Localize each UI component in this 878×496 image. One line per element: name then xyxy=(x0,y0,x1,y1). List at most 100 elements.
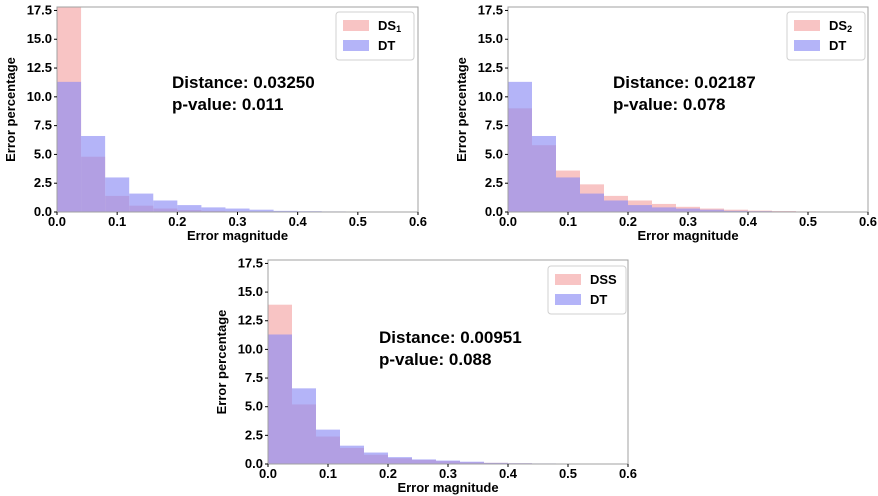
bar xyxy=(436,460,460,464)
bar xyxy=(604,200,628,212)
bar xyxy=(652,207,676,212)
x-tick-label: 0.6 xyxy=(409,214,427,229)
x-tick-label: 0.4 xyxy=(739,214,758,229)
bar xyxy=(273,210,298,212)
y-tick-label: 12.5 xyxy=(27,60,52,75)
bar xyxy=(508,81,532,212)
x-tick-label: 0.1 xyxy=(319,466,337,481)
x-tick-label: 0.6 xyxy=(619,466,637,481)
x-tick-label: 0.2 xyxy=(168,214,186,229)
y-tick-label: 5.0 xyxy=(34,146,52,161)
bar xyxy=(129,193,154,212)
bar xyxy=(201,207,226,212)
y-tick-label: 2.5 xyxy=(485,175,503,190)
y-tick-label: 17.5 xyxy=(27,2,52,17)
y-tick-label: 0.0 xyxy=(34,204,52,219)
distance-annotation: Distance: 0.02187 xyxy=(613,73,756,92)
bar xyxy=(700,209,724,212)
chart-1: 0.0 2.5 5.0 7.5 10.0 12.5 15.0 17.5 0.0 0.1 0.2 0.3… xyxy=(3,2,427,243)
x-tick-label: 0.4 xyxy=(289,214,308,229)
bar xyxy=(724,210,748,212)
y-tick-label: 7.5 xyxy=(245,370,263,385)
p-value-annotation: p-value: 0.078 xyxy=(613,95,725,114)
legend-label: DSS xyxy=(590,272,617,287)
x-tick-label: 0.2 xyxy=(619,214,637,229)
bar xyxy=(81,135,106,212)
x-tick-label: 0.0 xyxy=(259,466,277,481)
y-axis-label: Error percentage xyxy=(214,310,229,415)
y-tick-label: 2.5 xyxy=(34,175,52,190)
y-tick-label: 12.5 xyxy=(238,313,263,328)
x-axis-label: Error magnitude xyxy=(397,480,498,495)
legend-label: DT xyxy=(590,292,607,307)
bar xyxy=(105,177,130,212)
y-tick-label: 15.0 xyxy=(238,284,263,299)
chart-3: 0.0 2.5 5.0 7.5 10.0 12.5 15.0 17.5 0.0 0.1 0.2 0.3… xyxy=(214,255,637,495)
bar xyxy=(676,208,700,212)
y-tick-label: 12.5 xyxy=(478,60,503,75)
legend-label: DT xyxy=(829,38,846,53)
y-tick-label: 15.0 xyxy=(27,31,52,46)
bar xyxy=(460,461,484,464)
legend-swatch xyxy=(794,20,820,31)
legend-swatch xyxy=(343,40,369,51)
x-tick-label: 0.3 xyxy=(228,214,246,229)
distance-annotation: Distance: 0.00951 xyxy=(379,328,522,347)
bar xyxy=(268,334,292,464)
y-tick-label: 17.5 xyxy=(238,255,263,270)
p-value-annotation: p-value: 0.088 xyxy=(379,350,491,369)
legend-swatch xyxy=(555,294,581,305)
x-tick-label: 0.1 xyxy=(108,214,126,229)
distance-annotation: Distance: 0.03250 xyxy=(172,73,315,92)
bar xyxy=(153,200,178,212)
bar xyxy=(225,208,250,212)
legend-label: DT xyxy=(378,38,395,53)
y-tick-label: 17.5 xyxy=(478,2,503,17)
x-tick-label: 0.3 xyxy=(679,214,697,229)
legend-swatch xyxy=(343,20,369,31)
bar xyxy=(484,462,508,464)
x-tick-label: 0.1 xyxy=(559,214,577,229)
bar xyxy=(580,193,604,212)
bar xyxy=(340,445,364,464)
x-tick-label: 0.0 xyxy=(48,214,66,229)
y-tick-label: 10.0 xyxy=(27,89,52,104)
y-tick-label: 10.0 xyxy=(238,341,263,356)
x-tick-label: 0.5 xyxy=(799,214,817,229)
bar xyxy=(316,429,340,464)
x-tick-label: 0.2 xyxy=(379,466,397,481)
y-tick-label: 0.0 xyxy=(485,204,503,219)
y-axis-label: Error percentage xyxy=(454,57,469,162)
legend: DS1 DT xyxy=(335,11,415,61)
y-tick-label: 7.5 xyxy=(34,118,52,133)
y-axis-label: Error percentage xyxy=(3,57,18,162)
x-tick-label: 0.6 xyxy=(859,214,877,229)
series-dt xyxy=(57,81,418,212)
x-tick-label: 0.0 xyxy=(499,214,517,229)
y-tick-label: 5.0 xyxy=(485,146,503,161)
x-tick-label: 0.3 xyxy=(439,466,457,481)
legend-swatch xyxy=(555,274,581,285)
bar xyxy=(556,177,580,212)
y-tick-label: 10.0 xyxy=(478,89,503,104)
bar xyxy=(628,205,652,212)
legend-label: DS1 xyxy=(378,18,401,34)
legend-box xyxy=(786,11,866,61)
bar xyxy=(177,205,202,212)
x-tick-label: 0.5 xyxy=(559,466,577,481)
bar xyxy=(57,81,82,212)
legend-box xyxy=(335,11,415,61)
y-tick-label: 7.5 xyxy=(485,118,503,133)
p-value-annotation: p-value: 0.011 xyxy=(172,95,284,114)
x-axis-label: Error magnitude xyxy=(637,228,738,243)
bar xyxy=(292,388,316,464)
bar xyxy=(364,452,388,464)
bar xyxy=(388,457,412,464)
x-tick-label: 0.4 xyxy=(499,466,518,481)
chart-2: 0.0 2.5 5.0 7.5 10.0 12.5 15.0 17.5 0.0 0.1 0.2 0.3… xyxy=(454,2,877,243)
bar xyxy=(249,209,274,212)
y-tick-label: 0.0 xyxy=(245,456,263,471)
series-dt xyxy=(268,334,628,464)
x-tick-label: 0.5 xyxy=(349,214,367,229)
